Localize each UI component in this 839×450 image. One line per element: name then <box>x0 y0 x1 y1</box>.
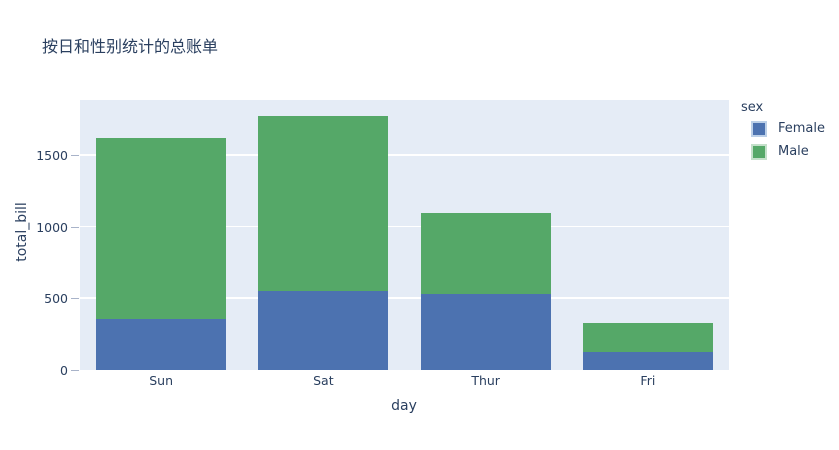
legend-label: Male <box>778 144 809 159</box>
y-tick-label: 1000 <box>36 219 68 235</box>
bar-segment-thur-female[interactable] <box>420 293 551 370</box>
y-tick-mark <box>71 155 79 157</box>
gridline <box>80 225 729 228</box>
bar-segment-sat-female[interactable] <box>258 291 389 370</box>
bar-segment-sun-female[interactable] <box>96 318 227 370</box>
legend: sex Female Male <box>741 100 825 167</box>
legend-swatch-female <box>753 122 765 135</box>
gridline <box>80 297 729 299</box>
y-tick-mark <box>71 298 79 300</box>
bar-segment-thur-male[interactable] <box>420 213 551 294</box>
bar-slot-thur <box>405 100 567 370</box>
x-tick-label: Fri <box>640 373 656 388</box>
y-tick-mark <box>71 369 79 371</box>
y-tick-label: 0 <box>60 362 68 378</box>
bar-slot-fri <box>567 100 729 370</box>
bar-slot-sat <box>242 100 404 370</box>
x-axis-title: day <box>391 398 417 414</box>
y-tick-label: 500 <box>44 291 68 307</box>
x-tick-label: Sat <box>313 373 334 388</box>
bar-segment-sat-male[interactable] <box>258 115 389 292</box>
legend-item-male[interactable]: Male <box>753 144 825 159</box>
bar-slot-sun <box>80 100 242 370</box>
bar-segment-sun-male[interactable] <box>96 137 227 319</box>
legend-items: Female Male <box>741 121 825 159</box>
y-tick-label: 1500 <box>36 148 68 164</box>
legend-label: Female <box>778 121 826 136</box>
bar-segment-fri-male[interactable] <box>582 323 713 352</box>
gridline <box>80 154 729 156</box>
x-tick-label: Sun <box>149 373 174 388</box>
plot-area[interactable] <box>80 100 729 370</box>
y-tick-mark <box>71 226 79 228</box>
legend-swatch-male <box>753 145 765 158</box>
legend-item-female[interactable]: Female <box>753 121 825 136</box>
x-tick-label: Thur <box>471 373 500 388</box>
legend-title: sex <box>741 100 764 115</box>
bar-segment-fri-female[interactable] <box>582 351 713 370</box>
chart-title: 按日和性别统计的总账单 <box>42 37 219 56</box>
